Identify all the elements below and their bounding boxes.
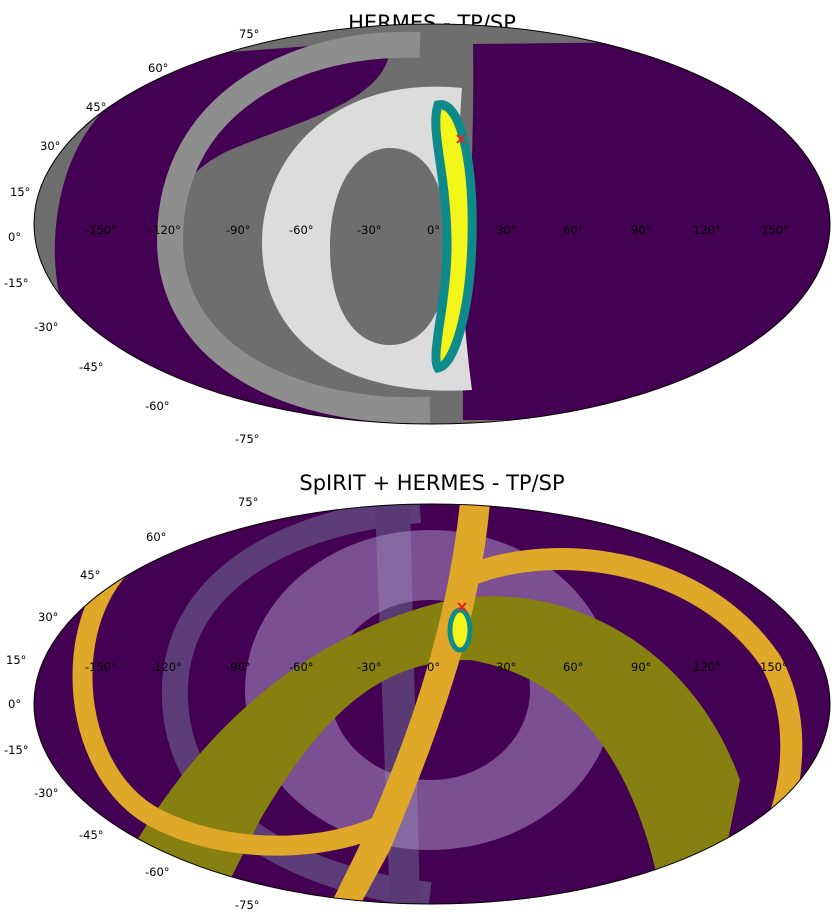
lat-tick: -60° — [145, 399, 170, 413]
lon-tick: 30° — [496, 660, 516, 674]
region-faint-ring — [161, 504, 432, 904]
lon-tick: 150° — [760, 660, 788, 674]
region-yellow-island — [447, 607, 473, 653]
region-yellow-crescent — [431, 100, 477, 373]
region-mid-gray-ring — [156, 31, 431, 424]
region-purple-east — [462, 40, 830, 420]
sky-map — [34, 504, 830, 904]
lat-tick: -45° — [79, 828, 104, 842]
region-olive-band — [120, 596, 740, 900]
lon-tick: 90° — [631, 660, 651, 674]
lat-tick: 75° — [239, 27, 259, 41]
region-purple-west — [54, 40, 400, 424]
lon-tick: 150° — [761, 223, 789, 237]
lon-tick: -90° — [226, 223, 251, 237]
lat-tick: 15° — [6, 653, 26, 667]
chart-title: SpIRIT + HERMES - TP/SP — [299, 471, 564, 495]
lat-tick: -30° — [34, 786, 59, 800]
lon-tick: -30° — [357, 223, 382, 237]
lat-tick: 0° — [8, 230, 21, 244]
lat-tick: -75° — [235, 898, 260, 912]
marker — [457, 602, 467, 612]
lat-tick: 15° — [10, 185, 30, 199]
lat-tick: 45° — [86, 100, 106, 114]
lat-tick: -15° — [4, 743, 29, 757]
lon-tick: 0° — [427, 223, 440, 237]
lon-tick: 60° — [563, 223, 583, 237]
lon-tick: -120° — [150, 660, 182, 674]
lon-tick-labels: -150° -120° -90° -60° -30° 0° 30° 60° 90… — [85, 660, 788, 674]
lat-tick: -60° — [145, 865, 170, 879]
lat-tick: -45° — [79, 360, 104, 374]
region-light-gray-annulus — [262, 86, 472, 391]
lat-tick: -30° — [34, 320, 59, 334]
lat-tick: 60° — [148, 61, 168, 75]
lon-tick: -150° — [85, 660, 117, 674]
lon-tick: -90° — [226, 660, 251, 674]
lon-tick-labels: -150° -120° -90° -60° -30° 0° 30° 60° 90… — [85, 223, 789, 237]
lon-tick: 90° — [631, 223, 651, 237]
chart-spirit-hermes: SpIRIT + HERMES - TP/SP -150° -120° — [4, 471, 831, 912]
lon-tick: -60° — [289, 660, 314, 674]
lat-tick-labels: 75° 60° 45° 30° 15° 0° -15° -30° -45° -6… — [4, 27, 260, 446]
lon-tick: 30° — [496, 223, 516, 237]
lat-tick: 30° — [40, 139, 60, 153]
lon-tick: 60° — [563, 660, 583, 674]
map-frame — [33, 23, 831, 425]
lat-tick: -15° — [4, 276, 29, 290]
lat-tick: -75° — [235, 432, 260, 446]
lat-tick: 60° — [146, 530, 166, 544]
lon-tick: 120° — [693, 223, 721, 237]
lat-tick: 0° — [8, 697, 21, 711]
lon-tick: -120° — [149, 223, 181, 237]
lon-tick: -150° — [85, 223, 117, 237]
region-gold-loop-west — [72, 536, 396, 856]
lat-tick: 45° — [80, 568, 100, 582]
sky-map — [34, 24, 830, 424]
lat-tick: 30° — [38, 610, 58, 624]
lon-tick: -60° — [289, 223, 314, 237]
marker — [456, 134, 466, 144]
map-frame — [33, 503, 831, 905]
lon-tick: -30° — [357, 660, 382, 674]
chart-hermes: HERMES - TP/SP -150° -120° -90° -60° -30… — [4, 11, 831, 446]
lat-tick: 75° — [238, 495, 258, 509]
lat-tick-labels: 75° 60° 45° 30° 15° 0° -15° -30° -45° -6… — [4, 495, 260, 912]
lon-tick: 0° — [427, 660, 440, 674]
lon-tick: 120° — [693, 660, 721, 674]
region-gold-band-vertical — [330, 504, 490, 904]
